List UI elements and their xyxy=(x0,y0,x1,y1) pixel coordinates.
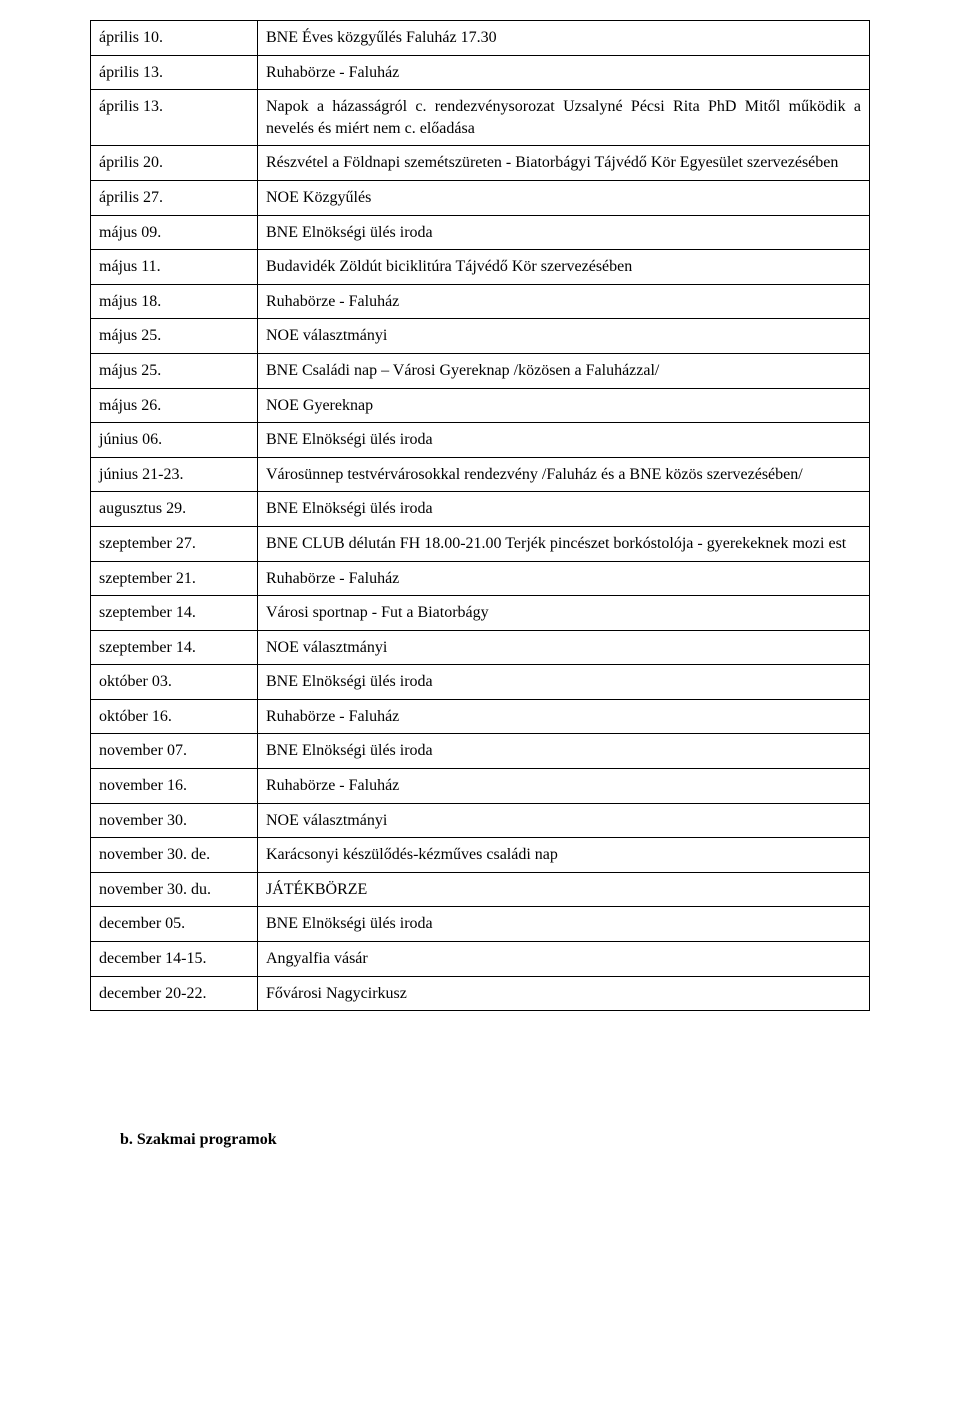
content-cell: Budavidék Zöldút biciklitúra Tájvédő Kör… xyxy=(258,250,870,285)
date-cell: október 03. xyxy=(91,665,258,700)
content-cell: Részvétel a Földnapi szemétszüreten - Bi… xyxy=(258,146,870,181)
date-cell: szeptember 27. xyxy=(91,526,258,561)
date-cell: április 10. xyxy=(91,21,258,56)
date-cell: május 25. xyxy=(91,319,258,354)
content-cell: Ruhabörze - Faluház xyxy=(258,55,870,90)
content-cell: Angyalfia vásár xyxy=(258,942,870,977)
date-cell: november 07. xyxy=(91,734,258,769)
content-cell: Napok a házasságról c. rendezvénysorozat… xyxy=(258,90,870,146)
date-cell: április 20. xyxy=(91,146,258,181)
date-cell: április 13. xyxy=(91,55,258,90)
table-row: szeptember 14.Városi sportnap - Fut a Bi… xyxy=(91,596,870,631)
date-cell: december 14-15. xyxy=(91,942,258,977)
date-cell: szeptember 14. xyxy=(91,630,258,665)
date-cell: május 26. xyxy=(91,388,258,423)
document-page: április 10.BNE Éves közgyűlés Faluház 17… xyxy=(0,0,960,1423)
content-cell: NOE Közgyűlés xyxy=(258,180,870,215)
content-cell: BNE Éves közgyűlés Faluház 17.30 xyxy=(258,21,870,56)
content-cell: BNE CLUB délután FH 18.00-21.00 Terjék p… xyxy=(258,526,870,561)
date-cell: május 09. xyxy=(91,215,258,250)
table-row: november 30.NOE választmányi xyxy=(91,803,870,838)
content-cell: NOE választmányi xyxy=(258,803,870,838)
date-cell: december 05. xyxy=(91,907,258,942)
table-row: április 13.Ruhabörze - Faluház xyxy=(91,55,870,90)
content-cell: BNE Elnökségi ülés iroda xyxy=(258,215,870,250)
table-row: október 03.BNE Elnökségi ülés iroda xyxy=(91,665,870,700)
content-cell: BNE Elnökségi ülés iroda xyxy=(258,907,870,942)
table-row: november 30. du.JÁTÉKBÖRZE xyxy=(91,872,870,907)
table-row: június 21-23.Városünnep testvérvárosokka… xyxy=(91,457,870,492)
date-cell: november 30. xyxy=(91,803,258,838)
content-cell: BNE Elnökségi ülés iroda xyxy=(258,665,870,700)
table-row: december 05.BNE Elnökségi ülés iroda xyxy=(91,907,870,942)
content-cell: NOE választmányi xyxy=(258,630,870,665)
table-row: szeptember 27.BNE CLUB délután FH 18.00-… xyxy=(91,526,870,561)
date-cell: szeptember 14. xyxy=(91,596,258,631)
content-cell: Ruhabörze - Faluház xyxy=(258,699,870,734)
events-table: április 10.BNE Éves közgyűlés Faluház 17… xyxy=(90,20,870,1011)
table-row: április 13.Napok a házasságról c. rendez… xyxy=(91,90,870,146)
date-cell: november 30. du. xyxy=(91,872,258,907)
table-row: április 10.BNE Éves közgyűlés Faluház 17… xyxy=(91,21,870,56)
content-cell: BNE Családi nap – Városi Gyereknap /közö… xyxy=(258,353,870,388)
table-row: augusztus 29. BNE Elnökségi ülés iroda xyxy=(91,492,870,527)
content-cell: BNE Elnökségi ülés iroda xyxy=(258,492,870,527)
date-cell: május 25. xyxy=(91,353,258,388)
date-cell: május 18. xyxy=(91,284,258,319)
date-cell: október 16. xyxy=(91,699,258,734)
content-cell: Ruhabörze - Faluház xyxy=(258,561,870,596)
table-row: május 25.NOE választmányi xyxy=(91,319,870,354)
content-cell: NOE Gyereknap xyxy=(258,388,870,423)
table-row: november 07.BNE Elnökségi ülés iroda xyxy=(91,734,870,769)
content-cell: JÁTÉKBÖRZE xyxy=(258,872,870,907)
date-cell: április 27. xyxy=(91,180,258,215)
content-cell: NOE választmányi xyxy=(258,319,870,354)
date-cell: június 06. xyxy=(91,423,258,458)
table-row: május 18.Ruhabörze - Faluház xyxy=(91,284,870,319)
content-cell: Ruhabörze - Faluház xyxy=(258,769,870,804)
table-row: május 11.Budavidék Zöldút biciklitúra Tá… xyxy=(91,250,870,285)
table-row: május 09.BNE Elnökségi ülés iroda xyxy=(91,215,870,250)
content-cell: Városünnep testvérvárosokkal rendezvény … xyxy=(258,457,870,492)
table-row: május 26.NOE Gyereknap xyxy=(91,388,870,423)
table-row: december 14-15.Angyalfia vásár xyxy=(91,942,870,977)
date-cell: szeptember 21. xyxy=(91,561,258,596)
content-cell: Fővárosi Nagycirkusz xyxy=(258,976,870,1011)
date-cell: november 30. de. xyxy=(91,838,258,873)
content-cell: BNE Elnökségi ülés iroda xyxy=(258,734,870,769)
table-row: november 30. de.Karácsonyi készülődés-ké… xyxy=(91,838,870,873)
content-cell: Ruhabörze - Faluház xyxy=(258,284,870,319)
table-row: október 16.Ruhabörze - Faluház xyxy=(91,699,870,734)
table-row: április 27.NOE Közgyűlés xyxy=(91,180,870,215)
section-heading: b. Szakmai programok xyxy=(90,1131,870,1149)
table-row: szeptember 14.NOE választmányi xyxy=(91,630,870,665)
date-cell: június 21-23. xyxy=(91,457,258,492)
table-row: december 20-22.Fővárosi Nagycirkusz xyxy=(91,976,870,1011)
date-cell: augusztus 29. xyxy=(91,492,258,527)
content-cell: Karácsonyi készülődés-kézműves családi n… xyxy=(258,838,870,873)
date-cell: december 20-22. xyxy=(91,976,258,1011)
table-row: június 06.BNE Elnökségi ülés iroda xyxy=(91,423,870,458)
table-row: május 25.BNE Családi nap – Városi Gyerek… xyxy=(91,353,870,388)
content-cell: BNE Elnökségi ülés iroda xyxy=(258,423,870,458)
table-row: november 16.Ruhabörze - Faluház xyxy=(91,769,870,804)
date-cell: április 13. xyxy=(91,90,258,146)
table-row: szeptember 21.Ruhabörze - Faluház xyxy=(91,561,870,596)
date-cell: november 16. xyxy=(91,769,258,804)
date-cell: május 11. xyxy=(91,250,258,285)
table-row: április 20.Részvétel a Földnapi szemétsz… xyxy=(91,146,870,181)
content-cell: Városi sportnap - Fut a Biatorbágy xyxy=(258,596,870,631)
